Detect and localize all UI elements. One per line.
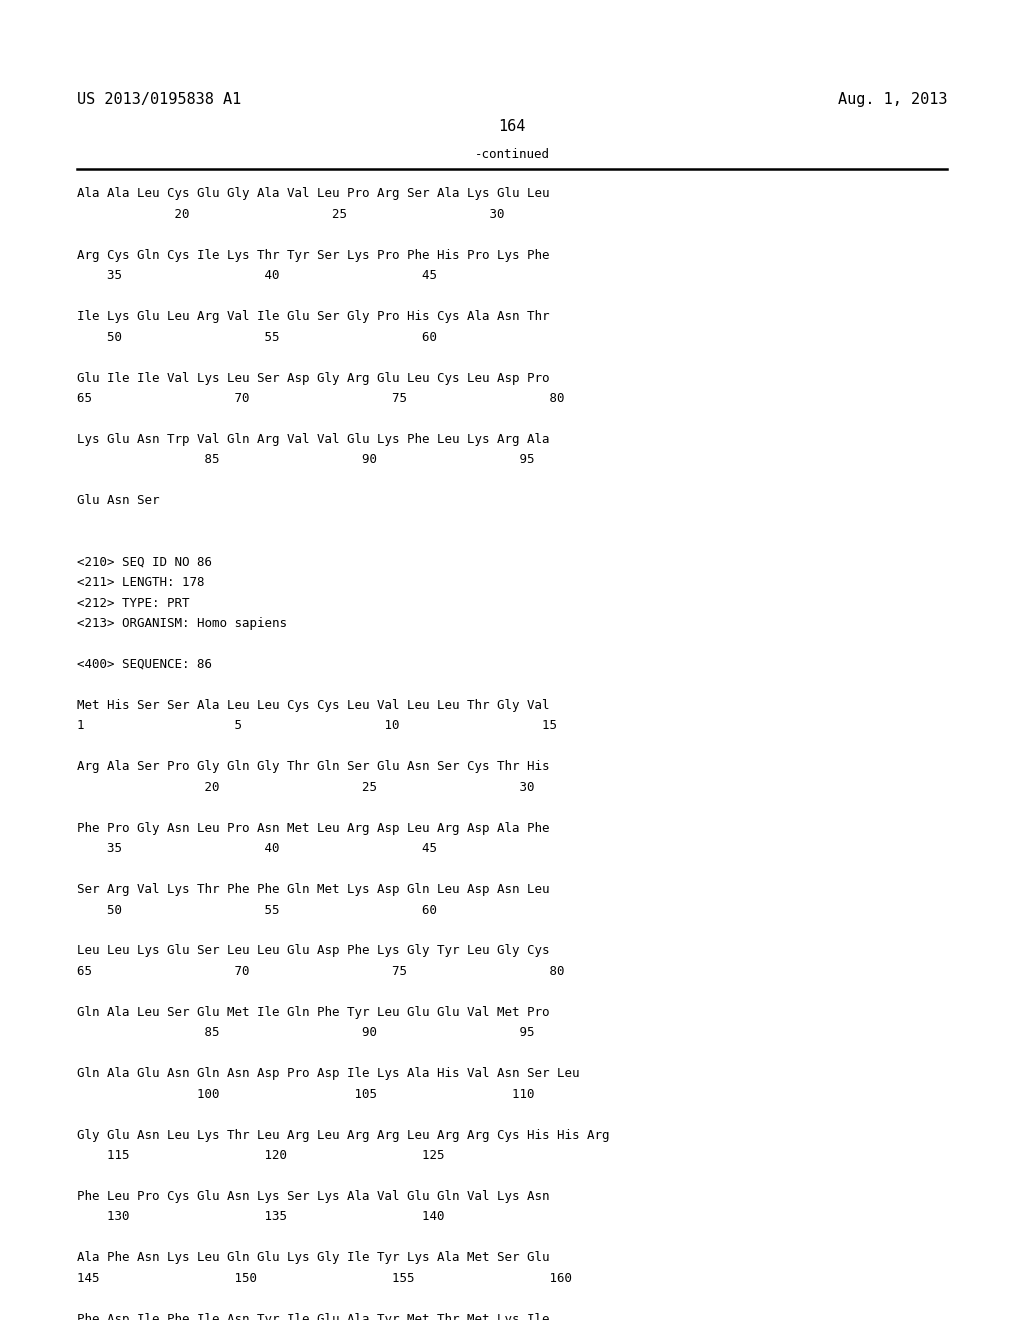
Text: <213> ORGANISM: Homo sapiens: <213> ORGANISM: Homo sapiens <box>77 616 287 630</box>
Text: Gln Ala Glu Asn Gln Asn Asp Pro Asp Ile Lys Ala His Val Asn Ser Leu: Gln Ala Glu Asn Gln Asn Asp Pro Asp Ile … <box>77 1067 580 1080</box>
Text: Met His Ser Ser Ala Leu Leu Cys Cys Leu Val Leu Leu Thr Gly Val: Met His Ser Ser Ala Leu Leu Cys Cys Leu … <box>77 698 549 711</box>
Text: Glu Asn Ser: Glu Asn Ser <box>77 494 160 507</box>
Text: Leu Leu Lys Glu Ser Leu Leu Glu Asp Phe Lys Gly Tyr Leu Gly Cys: Leu Leu Lys Glu Ser Leu Leu Glu Asp Phe … <box>77 944 549 957</box>
Text: 85                   90                   95: 85 90 95 <box>77 453 535 466</box>
Text: 164: 164 <box>499 119 525 133</box>
Text: Ala Phe Asn Lys Leu Gln Glu Lys Gly Ile Tyr Lys Ala Met Ser Glu: Ala Phe Asn Lys Leu Gln Glu Lys Gly Ile … <box>77 1251 549 1265</box>
Text: Ser Arg Val Lys Thr Phe Phe Gln Met Lys Asp Gln Leu Asp Asn Leu: Ser Arg Val Lys Thr Phe Phe Gln Met Lys … <box>77 883 549 896</box>
Text: Gln Ala Leu Ser Glu Met Ile Gln Phe Tyr Leu Glu Glu Val Met Pro: Gln Ala Leu Ser Glu Met Ile Gln Phe Tyr … <box>77 1006 549 1019</box>
Text: US 2013/0195838 A1: US 2013/0195838 A1 <box>77 92 241 107</box>
Text: Arg Ala Ser Pro Gly Gln Gly Thr Gln Ser Glu Asn Ser Cys Thr His: Arg Ala Ser Pro Gly Gln Gly Thr Gln Ser … <box>77 760 549 774</box>
Text: Ile Lys Glu Leu Arg Val Ile Glu Ser Gly Pro His Cys Ala Asn Thr: Ile Lys Glu Leu Arg Val Ile Glu Ser Gly … <box>77 310 549 323</box>
Text: Phe Pro Gly Asn Leu Pro Asn Met Leu Arg Asp Leu Arg Asp Ala Phe: Phe Pro Gly Asn Leu Pro Asn Met Leu Arg … <box>77 821 549 834</box>
Text: 130                  135                  140: 130 135 140 <box>77 1210 444 1224</box>
Text: Arg Cys Gln Cys Ile Lys Thr Tyr Ser Lys Pro Phe His Pro Lys Phe: Arg Cys Gln Cys Ile Lys Thr Tyr Ser Lys … <box>77 248 549 261</box>
Text: 145                  150                  155                  160: 145 150 155 160 <box>77 1271 571 1284</box>
Text: Gly Glu Asn Leu Lys Thr Leu Arg Leu Arg Arg Leu Arg Arg Cys His His Arg: Gly Glu Asn Leu Lys Thr Leu Arg Leu Arg … <box>77 1129 609 1142</box>
Text: <400> SEQUENCE: 86: <400> SEQUENCE: 86 <box>77 657 212 671</box>
Text: <210> SEQ ID NO 86: <210> SEQ ID NO 86 <box>77 556 212 569</box>
Text: 100                  105                  110: 100 105 110 <box>77 1088 535 1101</box>
Text: Aug. 1, 2013: Aug. 1, 2013 <box>838 92 947 107</box>
Text: -continued: -continued <box>474 148 550 161</box>
Text: 85                   90                   95: 85 90 95 <box>77 1026 535 1039</box>
Text: 35                   40                   45: 35 40 45 <box>77 269 437 282</box>
Text: <212> TYPE: PRT: <212> TYPE: PRT <box>77 597 189 610</box>
Text: 20                   25                   30: 20 25 30 <box>77 780 535 793</box>
Text: <211> LENGTH: 178: <211> LENGTH: 178 <box>77 576 205 589</box>
Text: Ala Ala Leu Cys Glu Gly Ala Val Leu Pro Arg Ser Ala Lys Glu Leu: Ala Ala Leu Cys Glu Gly Ala Val Leu Pro … <box>77 187 549 201</box>
Text: 20                   25                   30: 20 25 30 <box>77 207 504 220</box>
Text: 50                   55                   60: 50 55 60 <box>77 903 437 916</box>
Text: 50                   55                   60: 50 55 60 <box>77 330 437 343</box>
Text: Lys Glu Asn Trp Val Gln Arg Val Val Glu Lys Phe Leu Lys Arg Ala: Lys Glu Asn Trp Val Gln Arg Val Val Glu … <box>77 433 549 446</box>
Text: 65                   70                   75                   80: 65 70 75 80 <box>77 965 564 978</box>
Text: 115                  120                  125: 115 120 125 <box>77 1148 444 1162</box>
Text: Phe Leu Pro Cys Glu Asn Lys Ser Lys Ala Val Glu Gln Val Lys Asn: Phe Leu Pro Cys Glu Asn Lys Ser Lys Ala … <box>77 1189 549 1203</box>
Text: 65                   70                   75                   80: 65 70 75 80 <box>77 392 564 405</box>
Text: Glu Ile Ile Val Lys Leu Ser Asp Gly Arg Glu Leu Cys Leu Asp Pro: Glu Ile Ile Val Lys Leu Ser Asp Gly Arg … <box>77 371 549 384</box>
Text: 35                   40                   45: 35 40 45 <box>77 842 437 855</box>
Text: Phe Asp Ile Phe Ile Asn Tyr Ile Glu Ala Tyr Met Thr Met Lys Ile: Phe Asp Ile Phe Ile Asn Tyr Ile Glu Ala … <box>77 1312 549 1320</box>
Text: 1                    5                   10                   15: 1 5 10 15 <box>77 719 557 733</box>
